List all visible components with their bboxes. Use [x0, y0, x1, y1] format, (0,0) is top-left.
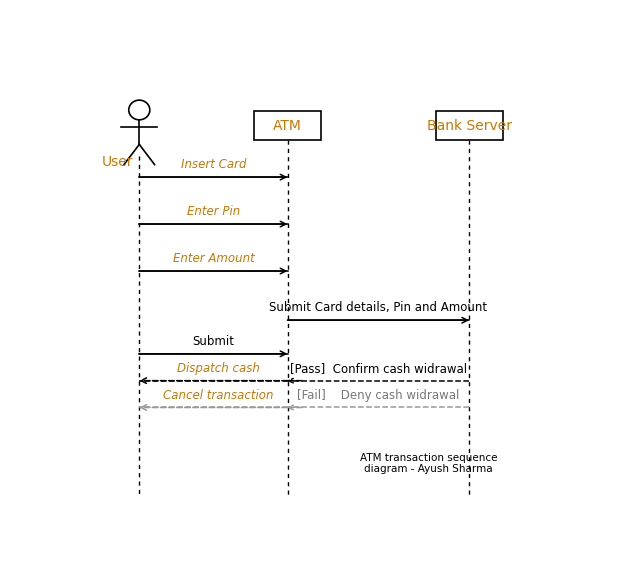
Text: Insert Card: Insert Card [181, 158, 246, 171]
Text: Submit Card details, Pin and Amount: Submit Card details, Pin and Amount [269, 302, 487, 314]
Text: ATM: ATM [273, 119, 302, 132]
Text: Dispatch cash: Dispatch cash [176, 362, 260, 375]
Text: Submit: Submit [193, 335, 234, 348]
Bar [254, 111, 321, 140]
Text: [Fail]    Deny cash widrawal: [Fail] Deny cash widrawal [297, 389, 460, 401]
Text: [Pass]  Confirm cash widrawal: [Pass] Confirm cash widrawal [290, 362, 467, 375]
Text: Cancel transaction: Cancel transaction [163, 389, 273, 401]
Text: Enter Pin: Enter Pin [187, 205, 240, 218]
Text: Bank Server: Bank Server [427, 119, 511, 132]
Text: Enter Amount: Enter Amount [173, 252, 254, 265]
Text: User: User [102, 155, 133, 168]
Text: ATM transaction sequence
diagram - Ayush Sharma: ATM transaction sequence diagram - Ayush… [360, 453, 497, 474]
Bar [436, 111, 503, 140]
